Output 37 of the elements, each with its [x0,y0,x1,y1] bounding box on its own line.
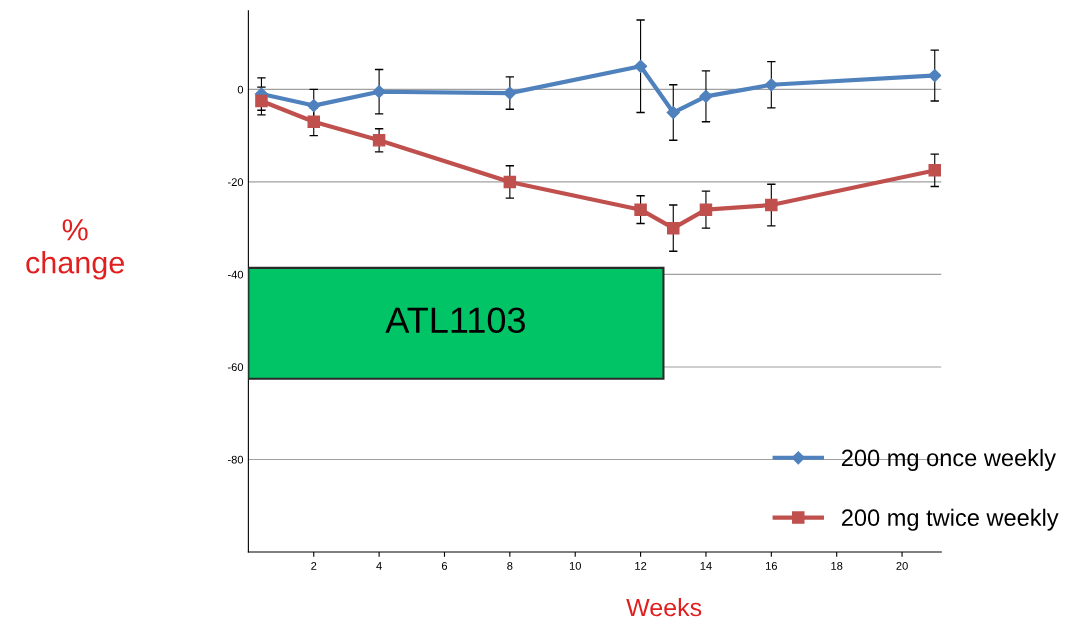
point [765,198,778,212]
y-axis-title: % change [26,219,124,280]
point [634,203,647,216]
x-tick-label: 8 [507,561,513,570]
y-tick-label: 0 [237,85,244,94]
y-tick-label: -40 [227,270,244,279]
legend-label: 200 mg twice weekly [841,508,1059,531]
point [764,78,778,92]
point [928,68,942,83]
point [699,89,713,103]
point [307,115,320,129]
point [667,221,680,235]
y-tick-label: -60 [227,363,244,372]
point [372,85,386,99]
point [633,59,648,73]
y-tick-label: -80 [227,455,244,464]
x-tick-label: 16 [765,561,778,570]
x-tick-label: 10 [569,561,581,570]
point [255,94,268,108]
x-tick-label: 2 [311,561,317,570]
point [928,164,941,177]
x-tick-label: 12 [635,561,647,570]
legend-label: 200 mg once weekly [841,448,1056,471]
point [503,86,517,100]
point [666,105,680,120]
x-axis-title: Weeks [626,597,702,617]
x-tick-label: 4 [376,562,382,570]
point [503,175,517,189]
point [699,203,713,216]
x-tick-label: 14 [700,562,712,570]
x-tick-label: 6 [441,561,448,570]
point [372,134,386,147]
x-tick-label: 18 [831,561,843,570]
band-label: ATL1103 [385,307,525,334]
y-tick-label: -20 [227,178,244,187]
x-tick-label: 20 [896,561,908,570]
point [307,99,321,113]
